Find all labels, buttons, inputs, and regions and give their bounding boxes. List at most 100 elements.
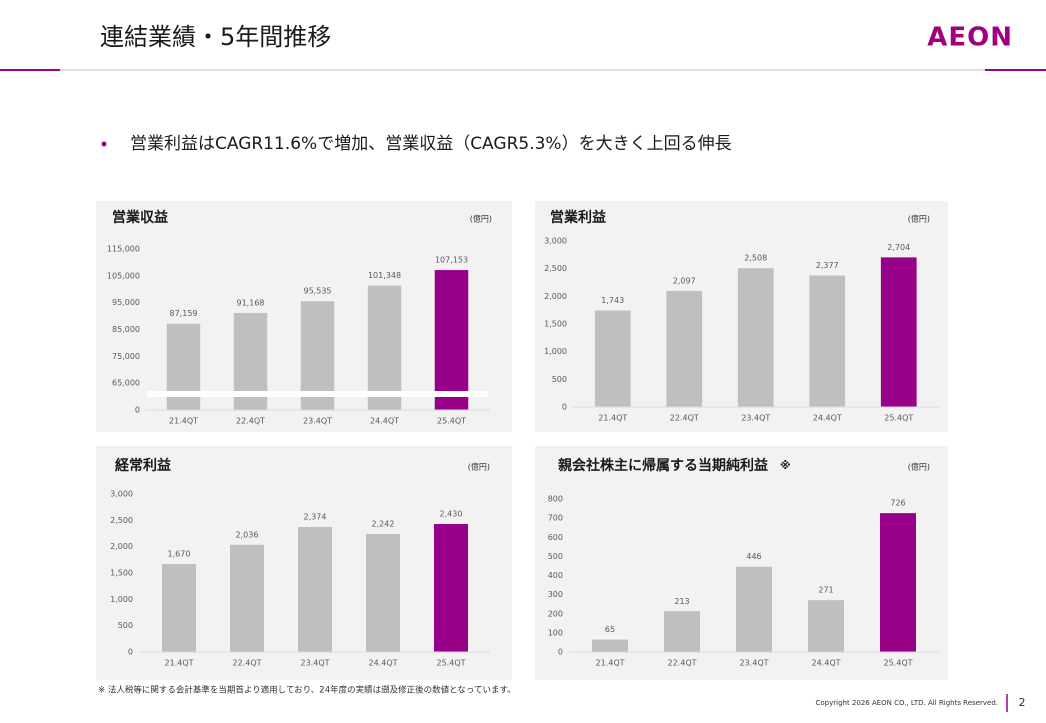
y-tick-label: 2,000 [110, 542, 133, 551]
y-tick-label: 1,500 [544, 320, 567, 329]
bar [592, 639, 628, 652]
bar [666, 290, 703, 407]
chart-title: 経常利益 [115, 457, 171, 474]
bar [366, 533, 400, 652]
y-tick-label: 200 [548, 609, 563, 618]
chart-title: 営業利益 [550, 209, 606, 226]
unit-label: (億円) [908, 214, 930, 224]
y-tick-label: 800 [548, 495, 563, 504]
bar [162, 564, 196, 652]
value-label: 101,348 [368, 271, 401, 280]
page-number: 2 [1019, 696, 1026, 709]
x-tick-label: 22.4QT [236, 417, 265, 426]
logo: AEON [927, 23, 1013, 53]
bar [594, 310, 631, 407]
value-label: 2,097 [673, 276, 696, 285]
bar [298, 526, 332, 652]
x-tick-label: 25.4QT [884, 659, 913, 668]
y-tick-label: 105,000 [107, 271, 140, 280]
bar [737, 268, 774, 407]
bar [166, 323, 201, 410]
y-tick-label: 75,000 [112, 352, 140, 361]
bar [808, 600, 844, 652]
bar [809, 275, 846, 407]
x-tick-label: 21.4QT [165, 659, 194, 668]
x-tick-label: 23.4QT [301, 659, 330, 668]
value-label: 95,535 [304, 287, 332, 296]
bar [880, 513, 916, 652]
y-tick-label: 0 [128, 648, 133, 657]
value-label: 1,670 [168, 550, 191, 559]
bar [367, 285, 402, 410]
x-tick-label: 24.4QT [370, 417, 399, 426]
slide-title: 連結業績・5年間推移 [100, 23, 331, 51]
axis-break [147, 391, 488, 397]
value-label: 2,036 [236, 530, 259, 539]
y-tick-label: 2,500 [110, 516, 133, 525]
x-tick-label: 24.4QT [813, 414, 842, 423]
value-label: 271 [818, 586, 833, 595]
value-label: 2,374 [304, 512, 327, 521]
x-tick-label: 22.4QT [670, 414, 699, 423]
y-tick-label: 500 [118, 621, 133, 630]
x-tick-label: 24.4QT [812, 659, 841, 668]
y-tick-label: 0 [135, 406, 140, 415]
value-label: 2,377 [816, 261, 839, 270]
note-mark: ※ [780, 459, 791, 472]
value-label: 2,704 [887, 243, 910, 252]
bar [434, 524, 468, 652]
value-label: 2,242 [372, 519, 395, 528]
y-tick-label: 1,000 [110, 595, 133, 604]
x-tick-label: 23.4QT [741, 414, 770, 423]
value-label: 213 [674, 597, 689, 606]
x-tick-label: 22.4QT [668, 659, 697, 668]
x-tick-label: 25.4QT [884, 414, 913, 423]
value-label: 91,168 [237, 298, 265, 307]
x-tick-label: 22.4QT [233, 659, 262, 668]
y-tick-label: 115,000 [107, 245, 140, 254]
value-label: 107,153 [435, 256, 468, 265]
y-tick-label: 0 [562, 403, 567, 412]
bar [434, 270, 469, 410]
bar [664, 611, 700, 652]
unit-label: (億円) [908, 462, 930, 472]
y-tick-label: 600 [548, 533, 563, 542]
unit-label: (億円) [470, 214, 492, 224]
x-tick-label: 23.4QT [740, 659, 769, 668]
x-tick-label: 21.4QT [596, 659, 625, 668]
chart-title: 営業収益 [112, 209, 168, 226]
x-tick-label: 21.4QT [598, 414, 627, 423]
x-tick-label: 25.4QT [437, 659, 466, 668]
bar [880, 257, 917, 407]
bullet-dot [101, 141, 107, 147]
y-tick-label: 500 [552, 375, 567, 384]
y-tick-label: 2,000 [544, 292, 567, 301]
y-tick-label: 300 [548, 590, 563, 599]
y-tick-label: 100 [548, 628, 563, 637]
y-tick-label: 500 [548, 552, 563, 561]
bar [736, 566, 772, 652]
y-tick-label: 65,000 [112, 379, 140, 388]
bar [230, 544, 264, 652]
x-tick-label: 24.4QT [369, 659, 398, 668]
footnote: ※ 法人税等に関する会計基準を当期首より適用しており、24年度の実績は遡及修正後… [98, 685, 516, 696]
y-tick-label: 400 [548, 571, 563, 580]
value-label: 2,430 [440, 510, 463, 519]
y-tick-label: 1,500 [110, 569, 133, 578]
y-tick-label: 2,500 [544, 264, 567, 273]
x-tick-label: 21.4QT [169, 417, 198, 426]
value-label: 65 [605, 625, 615, 634]
y-tick-label: 85,000 [112, 325, 140, 334]
y-tick-label: 95,000 [112, 298, 140, 307]
x-tick-label: 23.4QT [303, 417, 332, 426]
value-label: 446 [746, 552, 761, 561]
y-tick-label: 3,000 [110, 490, 133, 499]
value-label: 2,508 [744, 254, 767, 263]
bullet-text: 営業利益はCAGR11.6%で増加、営業収益（CAGR5.3%）を大きく上回る伸… [130, 134, 732, 154]
chart-title: 親会社株主に帰属する当期純利益 [558, 457, 768, 474]
unit-label: (億円) [468, 462, 490, 472]
copyright: Copyright 2026 AEON CO., LTD. All Rights… [815, 699, 998, 707]
value-label: 726 [890, 499, 905, 508]
x-tick-label: 25.4QT [437, 417, 466, 426]
